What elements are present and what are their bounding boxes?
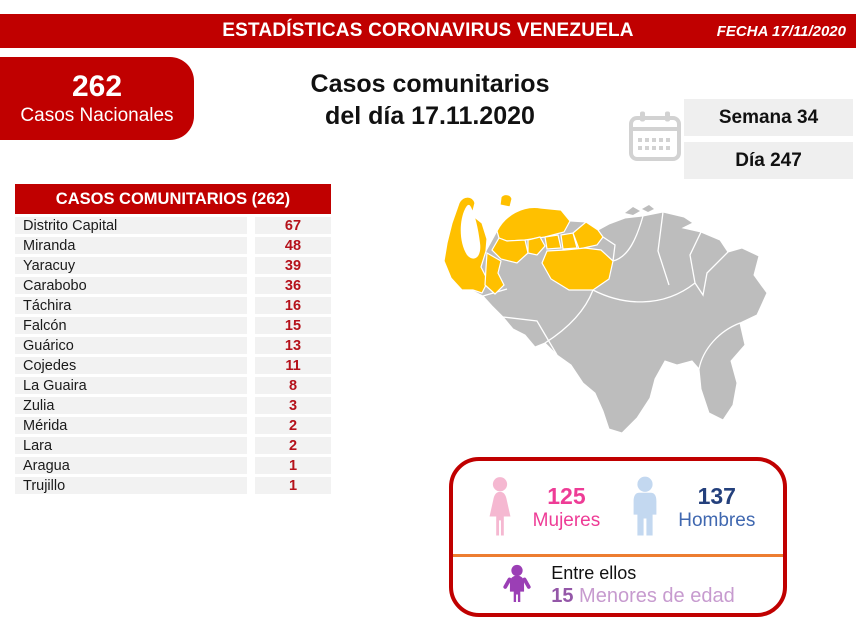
state-cases: 11 (255, 357, 331, 374)
table-row: Zulia 3 (15, 397, 331, 414)
woman-icon (489, 476, 511, 536)
map-state-carabobo (544, 234, 562, 250)
state-cases: 1 (255, 477, 331, 494)
banner-date: FECHA 17/11/2020 (716, 22, 846, 40)
state-cases: 2 (255, 417, 331, 434)
women-count: 125 (547, 483, 586, 509)
cases-table-header: CASOS COMUNITARIOS (262) (15, 184, 331, 214)
national-cases-box: 262 Casos Nacionales (0, 57, 194, 140)
map-state-paraguana (499, 193, 513, 208)
map-lake-maracaibo (460, 202, 487, 259)
women-label: Mujeres (532, 510, 601, 531)
men-stat: 137 Hombres (626, 476, 755, 540)
state-name: Aragua (15, 457, 247, 474)
table-row: La Guaira 8 (15, 377, 331, 394)
map-state-borders (482, 211, 741, 370)
state-name: Zulia (15, 397, 247, 414)
table-row: Cojedes 11 (15, 357, 331, 374)
table-row: Guárico 13 (15, 337, 331, 354)
table-row: Falcón 15 (15, 317, 331, 334)
state-name: Guárico (15, 337, 247, 354)
state-name: Lara (15, 437, 247, 454)
national-cases-label: Casos Nacionales (20, 104, 174, 126)
page-title: Casos comunitarios del día 17.11.2020 (230, 68, 630, 132)
minors-intro: Entre ellos (551, 563, 637, 583)
minors-section: Entre ellos 15 Menores de edad (453, 557, 783, 613)
map-state-trujillo (484, 252, 505, 295)
table-row: Táchira 16 (15, 297, 331, 314)
state-cases: 16 (255, 297, 331, 314)
cases-table-body: Distrito Capital 67 Miranda 48 Yaracuy 39 Cara… (15, 217, 331, 497)
child-icon (503, 564, 531, 602)
state-cases: 2 (255, 437, 331, 454)
map-state-aragua (560, 232, 578, 250)
state-name: Falcón (15, 317, 247, 334)
state-name: Mérida (15, 417, 247, 434)
table-row: Mérida 2 (15, 417, 331, 434)
state-cases: 36 (255, 277, 331, 294)
state-cases: 13 (255, 337, 331, 354)
table-row: Distrito Capital 67 (15, 217, 331, 234)
men-label: Hombres (678, 510, 756, 531)
state-cases: 15 (255, 317, 331, 334)
top-banner: ESTADÍSTICAS CORONAVIRUS VENEZUELA FECHA… (0, 14, 856, 48)
state-name: Carabobo (15, 277, 247, 294)
state-cases: 8 (255, 377, 331, 394)
table-row: Aragua 1 (15, 457, 331, 474)
banner-title: ESTADÍSTICAS CORONAVIRUS VENEZUELA (222, 20, 634, 41)
state-cases: 1 (255, 457, 331, 474)
state-name: Yaracuy (15, 257, 247, 274)
state-name: Trujillo (15, 477, 247, 494)
table-row: Yaracuy 39 (15, 257, 331, 274)
minors-label: Menores de edad (573, 585, 735, 607)
demographics-card: 125 Mujeres 137 Hombres (449, 457, 787, 617)
table-row: Trujillo 1 (15, 477, 331, 494)
map-country-base (443, 196, 768, 434)
map-state-yaracuy (527, 236, 546, 256)
page-title-line2: del día 17.11.2020 (325, 102, 535, 130)
gender-section: 125 Mujeres 137 Hombres (453, 461, 783, 554)
orange-divider (453, 554, 783, 557)
state-name: Distrito Capital (15, 217, 247, 234)
man-icon (633, 476, 657, 536)
minors-count: 15 (551, 585, 574, 607)
table-row: Carabobo 36 (15, 277, 331, 294)
men-count: 137 (697, 483, 736, 509)
state-cases: 3 (255, 397, 331, 414)
week-box: Semana 34 (684, 99, 853, 136)
minors-line: 15 Menores de edad (551, 584, 734, 608)
state-cases: 39 (255, 257, 331, 274)
day-box: Día 247 (684, 142, 853, 179)
map-state-guarico (541, 247, 614, 291)
state-name: Táchira (15, 297, 247, 314)
calendar-icon (629, 111, 681, 161)
state-name: Miranda (15, 237, 247, 254)
women-stat: 125 Mujeres (481, 476, 601, 540)
table-row: Miranda 48 (15, 237, 331, 254)
state-name: Cojedes (15, 357, 247, 374)
national-cases-count: 262 (71, 69, 123, 103)
venezuela-map (443, 193, 768, 434)
state-cases: 67 (255, 217, 331, 234)
map-state-lara (491, 237, 529, 264)
page-title-line1: Casos comunitarios (310, 70, 550, 98)
table-row: Lara 2 (15, 437, 331, 454)
map-islands (625, 205, 654, 215)
state-cases: 48 (255, 237, 331, 254)
state-name: La Guaira (15, 377, 247, 394)
